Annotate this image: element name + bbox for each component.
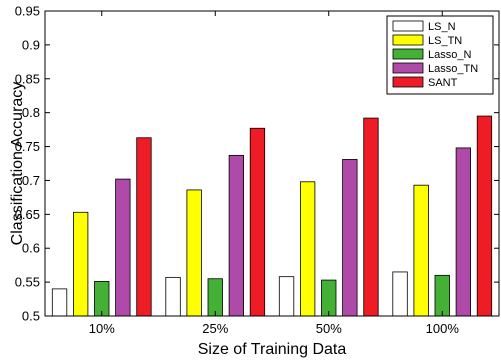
bar-sant-50pct [364,118,379,316]
bar-lasso-n-10pct [95,281,110,316]
bars-group [52,116,491,316]
legend-swatch [393,49,423,59]
x-tick-label: 25% [202,321,228,336]
bar-ls-n-100pct [393,272,408,316]
x-axis-title: Size of Training Data [198,341,347,358]
bar-sant-100pct [477,116,492,316]
bar-ls-n-50pct [279,277,294,316]
x-tick-label: 10% [89,321,115,336]
bar-ls-n-25pct [166,277,181,316]
legend-label: LS_TN [428,35,462,47]
bar-ls-tn-25pct [187,190,202,316]
bar-sant-10pct [137,138,152,316]
bar-lasso-n-100pct [435,275,450,316]
y-tick-label: 0.9 [22,37,40,52]
bar-ls-n-10pct [52,289,67,316]
legend-swatch [393,35,423,45]
bar-lasso-tn-50pct [343,159,358,316]
y-axis-title: Classification Accuracy [9,82,26,246]
legend-swatch [393,21,423,31]
bar-sant-25pct [250,128,265,316]
legend-swatch [393,77,423,87]
bar-lasso-tn-25pct [229,155,244,316]
x-tick-label: 100% [426,321,460,336]
y-tick-label: 0.55 [15,275,40,290]
bar-lasso-n-50pct [322,280,337,316]
bar-lasso-tn-10pct [116,179,131,316]
bar-ls-tn-100pct [414,185,429,316]
y-tick-label: 0.5 [22,309,40,324]
legend-label: Lasso_TN [428,63,478,75]
legend: LS_N LS_TN Lasso_N Lasso_TN SANT [387,16,493,94]
bar-lasso-n-25pct [208,279,223,316]
x-tick-label: 50% [316,321,342,336]
legend-label: Lasso_N [428,49,471,61]
legend-swatch [393,63,423,73]
bar-ls-tn-50pct [300,182,315,316]
legend-label: LS_N [428,21,456,33]
y-tick-label: 0.95 [15,4,40,19]
bar-ls-tn-10pct [73,212,88,316]
legend-label: SANT [428,77,458,89]
bar-lasso-tn-100pct [456,148,471,316]
